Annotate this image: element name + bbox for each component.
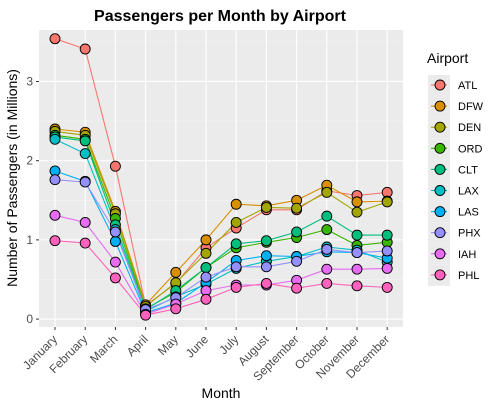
legend-key-point bbox=[434, 185, 446, 196]
legend-key-point bbox=[434, 227, 446, 239]
data-point-phl bbox=[200, 293, 212, 305]
data-point-phl bbox=[230, 281, 242, 293]
data-point-phx bbox=[79, 176, 91, 188]
legend-label-ord: ORD bbox=[458, 143, 483, 155]
series-line-dfw bbox=[54, 128, 388, 306]
data-point-phl bbox=[321, 277, 333, 289]
data-point-iah bbox=[49, 209, 61, 221]
x-tick-label: June bbox=[183, 332, 212, 361]
data-point-iah bbox=[109, 256, 121, 268]
data-point-dfw bbox=[170, 266, 182, 278]
data-point-phl bbox=[109, 272, 121, 284]
data-point-lax bbox=[79, 148, 91, 160]
legend-key-point bbox=[434, 142, 446, 154]
y-axis-title: Number of Passengers (in Millions) bbox=[4, 69, 20, 287]
data-point-lax bbox=[49, 133, 61, 145]
legend-key-point bbox=[434, 79, 446, 91]
data-point-phl bbox=[381, 281, 393, 293]
data-point-ord bbox=[321, 224, 333, 236]
data-point-phx bbox=[49, 174, 61, 186]
data-point-clt bbox=[230, 238, 242, 250]
data-point-phx bbox=[291, 255, 303, 267]
chart-title: Passengers per Month by Airport bbox=[94, 8, 347, 25]
data-point-den bbox=[381, 196, 393, 208]
legend-label-dfw: DFW bbox=[458, 101, 484, 113]
plot-panel bbox=[39, 30, 403, 327]
x-tick-label: July bbox=[216, 332, 241, 357]
legend-key-point bbox=[434, 206, 446, 218]
y-axis: 0 1 2 3 bbox=[26, 74, 39, 326]
y-tick-label: 3 bbox=[26, 74, 33, 88]
data-point-clt bbox=[79, 135, 91, 147]
legend-label-las: LAS bbox=[458, 207, 479, 219]
x-tick-label: May bbox=[155, 332, 181, 358]
data-point-phx bbox=[381, 245, 393, 257]
data-point-dfw bbox=[230, 198, 242, 210]
series-line-den bbox=[54, 130, 388, 308]
data-point-phl bbox=[351, 280, 363, 292]
legend-key-point bbox=[434, 248, 446, 260]
data-point-iah bbox=[381, 262, 393, 274]
data-point-den bbox=[351, 206, 363, 218]
legend-key-point bbox=[434, 269, 446, 281]
y-tick-label: 1 bbox=[26, 233, 33, 247]
data-point-clt bbox=[321, 210, 333, 222]
x-tick-label: April bbox=[124, 332, 151, 359]
legend-key-point bbox=[434, 121, 446, 133]
legend-label-iah: IAH bbox=[458, 249, 476, 261]
data-point-phx bbox=[321, 243, 333, 255]
data-point-den bbox=[200, 247, 212, 259]
data-point-phx bbox=[230, 261, 242, 273]
y-tick-label: 0 bbox=[26, 312, 33, 326]
x-axis-title: Month bbox=[202, 385, 241, 401]
legend-label-clt: CLT bbox=[458, 164, 478, 176]
legend-label-phx: PHX bbox=[458, 228, 481, 240]
data-point-clt bbox=[291, 226, 303, 238]
data-point-den bbox=[230, 217, 242, 228]
data-point-phl bbox=[79, 237, 91, 249]
data-point-phl bbox=[260, 277, 272, 289]
data-point-phx bbox=[351, 247, 363, 259]
data-point-phx bbox=[109, 226, 121, 238]
legend-label-phl: PHL bbox=[458, 270, 479, 282]
series-line-ord bbox=[54, 134, 388, 310]
legend: Airport ATL DFW DEN ORD CLT LAX LAS PHX IAH PHL bbox=[427, 50, 484, 286]
legend-key-point bbox=[434, 100, 446, 112]
legend-label-lax: LAX bbox=[458, 186, 479, 198]
data-point-las bbox=[260, 250, 272, 262]
data-point-iah bbox=[79, 217, 91, 228]
data-point-iah bbox=[351, 263, 363, 275]
data-point-phl bbox=[170, 303, 182, 315]
data-point-iah bbox=[321, 263, 333, 275]
legend-key-point bbox=[434, 163, 446, 175]
series-points bbox=[49, 33, 393, 321]
data-point-atl bbox=[79, 43, 91, 55]
data-point-clt bbox=[200, 262, 212, 274]
x-tick-label: March bbox=[87, 332, 120, 365]
data-point-phl bbox=[291, 282, 303, 294]
data-point-atl bbox=[49, 33, 61, 45]
data-point-phx bbox=[200, 271, 212, 283]
data-point-den bbox=[291, 202, 303, 214]
data-point-phx bbox=[260, 261, 272, 273]
data-point-den bbox=[260, 201, 272, 213]
data-point-phl bbox=[49, 235, 61, 247]
data-point-clt bbox=[351, 229, 363, 241]
legend-title: Airport bbox=[427, 50, 468, 66]
y-tick-label: 2 bbox=[26, 154, 33, 168]
data-point-dfw bbox=[351, 196, 363, 208]
data-point-den bbox=[321, 186, 333, 198]
data-point-clt bbox=[260, 235, 272, 247]
data-point-phl bbox=[140, 309, 152, 321]
legend-label-den: DEN bbox=[458, 122, 481, 134]
legend-label-atl: ATL bbox=[458, 80, 477, 92]
data-point-clt bbox=[381, 229, 393, 241]
data-point-atl bbox=[109, 160, 121, 172]
data-point-las bbox=[109, 236, 121, 247]
data-point-dfw bbox=[200, 234, 212, 246]
